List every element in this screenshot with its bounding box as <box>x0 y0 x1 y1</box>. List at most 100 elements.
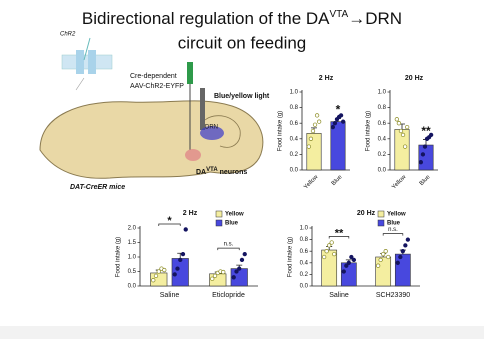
y-tick-label: 0.0 <box>378 168 387 174</box>
data-point <box>405 237 411 242</box>
data-point <box>183 227 188 232</box>
legend-swatch <box>215 210 223 218</box>
y-tick-label: 1.5 <box>128 240 137 246</box>
syringe <box>187 62 193 84</box>
x-tick-label: SCH23390 <box>376 292 410 299</box>
legend-swatch <box>215 219 223 227</box>
data-point <box>156 269 161 274</box>
data-point <box>418 160 424 165</box>
chart-title: 20 Hz <box>405 75 424 82</box>
y-tick-label: 1.0 <box>290 90 299 96</box>
legend-label: Yellow <box>387 212 406 218</box>
y-tick-label: 0.2 <box>378 152 387 158</box>
channel-icon <box>61 37 113 91</box>
y-tick-label: 0.2 <box>300 272 309 278</box>
data-point <box>327 243 332 248</box>
legend-label: Blue <box>225 221 239 227</box>
data-point <box>162 267 167 273</box>
annotation: ** <box>421 124 431 138</box>
significance-bracket <box>217 247 240 251</box>
title-text: Bidirectional regulation of the DA <box>82 9 330 28</box>
data-point <box>400 249 405 254</box>
light-cone <box>200 126 224 140</box>
y-tick-label: 0.5 <box>128 269 137 275</box>
data-point <box>381 251 386 257</box>
chart-title: 20 Hz <box>357 210 376 217</box>
x-tick-label: Saline <box>160 292 180 299</box>
legend-swatch <box>377 210 385 218</box>
light-label: Blue/yellow light <box>214 93 270 100</box>
vta <box>185 149 201 161</box>
significance-bracket <box>382 233 404 236</box>
data-point <box>422 144 428 149</box>
x-tick-label: Eticlopride <box>212 292 245 299</box>
y-tick-label: 0.6 <box>290 121 299 127</box>
data-point <box>386 254 391 260</box>
y-tick-label: 0.6 <box>300 249 309 255</box>
virus-label: Cre-dependent <box>130 73 177 80</box>
bar <box>394 253 411 287</box>
data-point <box>316 119 322 124</box>
data-point <box>340 119 346 124</box>
data-point <box>400 132 406 138</box>
data-point <box>378 257 383 263</box>
data-point <box>231 275 236 280</box>
data-point <box>221 269 226 275</box>
data-point <box>351 257 357 263</box>
data-point <box>428 132 434 138</box>
mouse-label: DAT-CreER mice <box>70 184 125 191</box>
legend-label: Yellow <box>225 212 244 218</box>
data-point <box>180 251 186 257</box>
data-point <box>242 251 247 257</box>
bar <box>418 144 434 171</box>
bar <box>171 258 189 287</box>
data-point <box>239 257 245 263</box>
data-point <box>375 263 381 268</box>
data-point <box>349 254 354 260</box>
y-tick-label: 0.0 <box>290 168 299 174</box>
data-point <box>332 251 337 257</box>
virus-label: AAV-ChR2-EYFP <box>130 83 184 90</box>
legend-swatch <box>377 219 385 227</box>
data-point <box>308 136 314 141</box>
region-label: DRN <box>205 125 218 131</box>
data-point <box>398 128 404 134</box>
data-point <box>403 243 408 248</box>
data-point <box>394 117 400 122</box>
annotation: n.s. <box>224 242 234 248</box>
data-point <box>151 278 156 283</box>
y-tick-label: 0.0 <box>300 284 309 290</box>
y-tick-label: 0.4 <box>290 136 299 142</box>
brain <box>39 100 264 179</box>
y-tick-label: 1.0 <box>128 255 137 261</box>
data-point <box>212 273 218 279</box>
y-tick-label: 0.2 <box>290 152 299 158</box>
y-tick-label: 1.0 <box>378 90 387 96</box>
data-point <box>310 128 316 134</box>
y-tick-label: 0.8 <box>290 105 299 111</box>
chart-title: 2 Hz <box>319 75 334 82</box>
data-point <box>314 113 320 118</box>
data-point <box>329 240 334 245</box>
y-tick-label: 0.0 <box>128 284 137 290</box>
data-point <box>172 272 177 277</box>
data-point <box>312 122 318 127</box>
data-point <box>234 269 239 274</box>
data-point <box>306 144 312 149</box>
neuron-text: DA <box>196 169 206 176</box>
annotation: * <box>336 103 341 117</box>
data-point <box>338 113 344 118</box>
slide-title: Bidirectional regulation of the DAVTA→DR… <box>82 9 402 29</box>
y-axis-label: Food intake (g) <box>366 111 372 151</box>
data-point <box>237 266 242 271</box>
bar <box>340 262 357 287</box>
data-point <box>402 144 408 149</box>
x-tick-label: Saline <box>329 292 349 299</box>
data-point <box>330 124 336 130</box>
data-point <box>396 121 402 126</box>
bar <box>375 256 392 287</box>
data-point <box>404 124 410 130</box>
data-point <box>153 273 159 279</box>
data-point <box>178 257 183 263</box>
